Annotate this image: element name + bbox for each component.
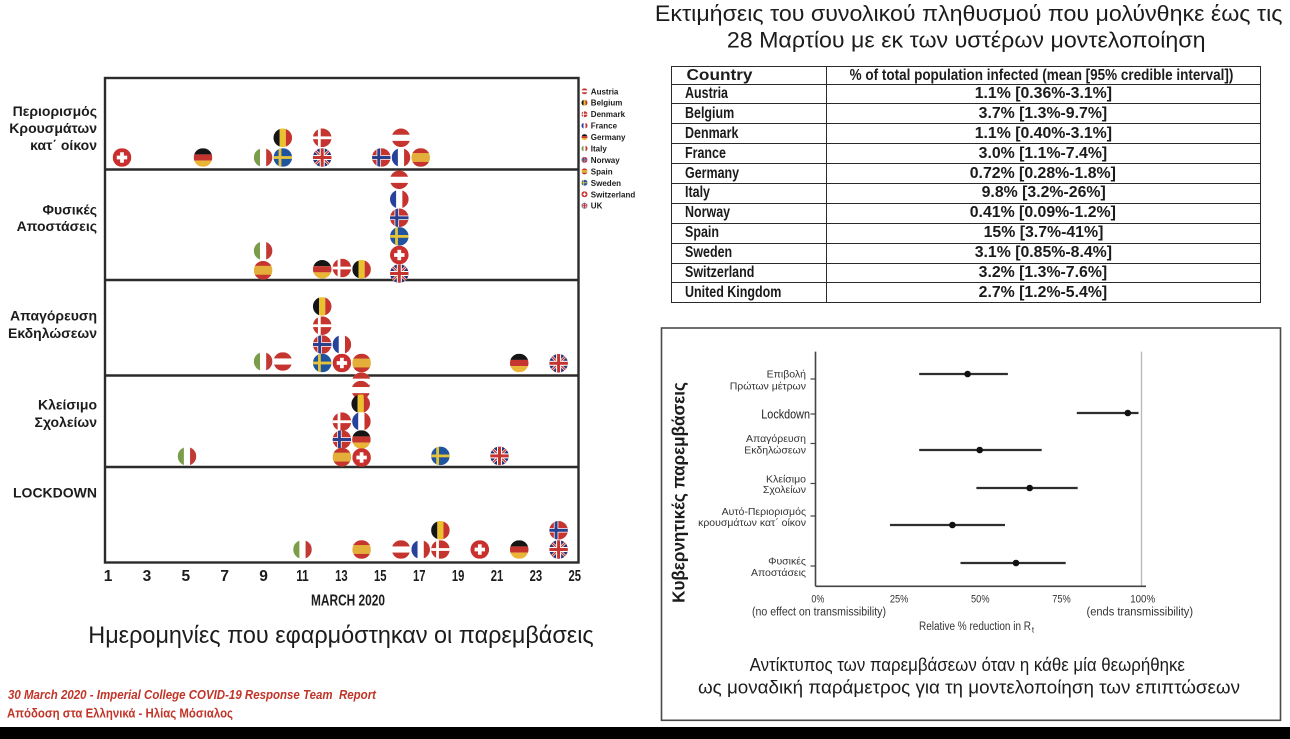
svg-text:LOCKDOWN: LOCKDOWN <box>13 485 97 501</box>
svg-text:1: 1 <box>104 568 113 585</box>
svg-text:19: 19 <box>452 568 465 585</box>
svg-text:t: t <box>1032 626 1035 635</box>
svg-text:13: 13 <box>335 568 348 585</box>
svg-text:25%: 25% <box>890 594 909 606</box>
svg-text:75%: 75% <box>1052 594 1071 606</box>
svg-text:Italy: Italy <box>591 145 608 154</box>
svg-text:23: 23 <box>530 568 543 585</box>
svg-text:Sweden: Sweden <box>591 179 621 188</box>
svg-text:7: 7 <box>220 568 229 585</box>
svg-text:Relative % reduction in R: Relative % reduction in R <box>919 621 1031 633</box>
svg-text:Αποστάσεις: Αποστάσεις <box>17 218 97 234</box>
svg-text:Ημερομηνίες που εφαρμόστηκαν ο: Ημερομηνίες που εφαρμόστηκαν οι παρεμβάσ… <box>88 622 593 649</box>
svg-text:Lockdown: Lockdown <box>761 408 810 422</box>
svg-text:(ends transmissibility): (ends transmissibility) <box>1087 607 1194 619</box>
svg-text:30 March 2020 - Imperial Colle: 30 March 2020 - Imperial College COVID-1… <box>8 688 377 702</box>
svg-text:Σχολείων: Σχολείων <box>763 484 806 496</box>
svg-text:9: 9 <box>259 568 268 585</box>
svg-text:5: 5 <box>181 568 190 585</box>
svg-text:Austria: Austria <box>591 87 619 96</box>
svg-text:Switzerland: Switzerland <box>591 190 636 199</box>
svg-text:Σχολείων: Σχολείων <box>35 414 98 430</box>
svg-text:France: France <box>591 122 618 131</box>
svg-text:15: 15 <box>374 568 387 585</box>
svg-text:Αντίκτυπος των παρεμβάσεων ότα: Αντίκτυπος των παρεμβάσεων όταν η κάθε μ… <box>750 654 1185 675</box>
svg-text:11: 11 <box>296 568 309 585</box>
svg-text:Norway: Norway <box>591 156 620 165</box>
svg-text:50%: 50% <box>971 594 990 606</box>
svg-text:Πρώτων μέτρων: Πρώτων μέτρων <box>730 380 806 392</box>
svg-text:Belgium: Belgium <box>591 99 623 108</box>
svg-text:Κρουσμάτων: Κρουσμάτων <box>9 120 97 136</box>
svg-text:21: 21 <box>491 568 504 585</box>
svg-text:Κυβερνητικές παρεμβάσεις: Κυβερνητικές παρεμβάσεις <box>668 382 688 603</box>
svg-text:Germany: Germany <box>591 133 626 142</box>
svg-text:100%: 100% <box>1130 594 1155 606</box>
svg-text:UK: UK <box>591 202 603 211</box>
svg-text:Αυτό-Περιορισμός: Αυτό-Περιορισμός <box>722 506 806 518</box>
svg-text:(no effect on transmissibility: (no effect on transmissibility) <box>752 607 886 619</box>
svg-text:17: 17 <box>413 568 426 585</box>
svg-text:Επιβολή: Επιβολή <box>767 368 807 380</box>
svg-text:κατ΄ οίκον: κατ΄ οίκον <box>30 137 97 153</box>
svg-text:Απαγόρευση: Απαγόρευση <box>10 308 97 324</box>
svg-text:28 Μαρτίου με εκ των υστέρων μ: 28 Μαρτίου με εκ των υστέρων μοντελοποίη… <box>727 28 1206 53</box>
svg-text:Spain: Spain <box>591 167 613 176</box>
svg-text:Εκδηλώσεων: Εκδηλώσεων <box>744 444 806 456</box>
svg-text:Απαγόρευση: Απαγόρευση <box>746 433 806 445</box>
svg-text:MARCH 2020: MARCH 2020 <box>311 593 385 610</box>
svg-text:Κλείσιμο: Κλείσιμο <box>38 397 97 413</box>
svg-text:Εκδηλώσεων: Εκδηλώσεων <box>8 325 97 341</box>
svg-text:ως μοναδική παράμετρος για τη: ως μοναδική παράμετρος για τη μοντελοποί… <box>698 676 1240 697</box>
svg-text:Απόδοση στα Ελληνικά - Ηλίας Μ: Απόδοση στα Ελληνικά - Ηλίας Μόσιαλος <box>7 707 233 721</box>
svg-text:3: 3 <box>143 568 152 585</box>
svg-text:Περιορισμός: Περιορισμός <box>13 103 97 119</box>
svg-text:Κλείσιμο: Κλείσιμο <box>766 473 806 485</box>
svg-text:Φυσικές: Φυσικές <box>768 556 806 568</box>
svg-text:0%: 0% <box>811 594 824 606</box>
svg-text:Denmark: Denmark <box>591 110 626 119</box>
svg-text:25: 25 <box>569 568 582 585</box>
svg-text:Εκτιμήσεις του συνολικού πληθυ: Εκτιμήσεις του συνολικού πληθυσμού που μ… <box>655 1 1282 26</box>
svg-text:κρουσμάτων κατ΄ οίκον: κρουσμάτων κατ΄ οίκον <box>698 517 806 529</box>
svg-text:Αποστάσεις: Αποστάσεις <box>751 567 806 579</box>
svg-text:Φυσικές: Φυσικές <box>42 202 97 218</box>
